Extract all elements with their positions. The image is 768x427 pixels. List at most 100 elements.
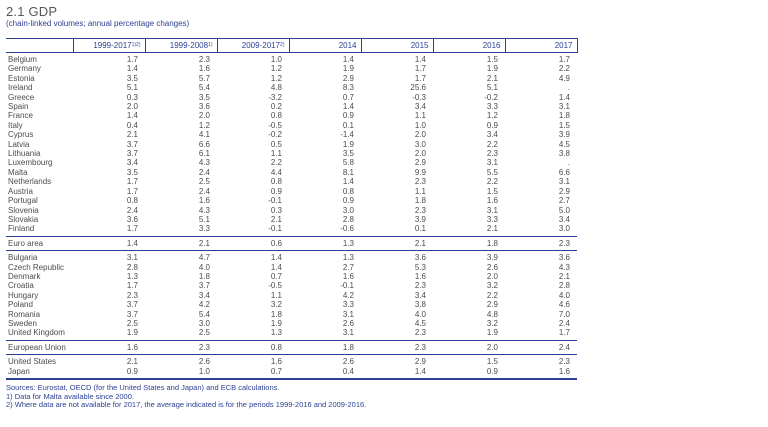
cell: 1.9 [270,318,282,328]
cell: -0.1 [268,196,282,206]
cell: 3.4 [486,130,498,140]
table-header: 1999-20171)2) 1999-20081) 2009-20172) 2014 2… [6,38,578,53]
row-group-euro-area-aggregate: Euro area 1.4 2.1 0.6 1.3 2.1 1.8 2.3 [6,236,577,250]
cell: 2.1 [558,271,570,281]
cell: 9.9 [414,167,426,177]
cell: 3.4 [558,214,570,224]
column-header-label: 2016 [482,41,501,50]
table-row: Portugal 0.8 1.6 -0.1 0.9 1.8 1.6 2.7 [6,196,577,205]
cell: 0.9 [342,111,354,121]
cell: 0.9 [126,366,138,376]
cell: 0.4 [342,366,354,376]
cell: 3.2 [270,300,282,310]
cell: 2.7 [342,262,354,272]
cell: 3.6 [414,253,426,263]
cell: 4.0 [198,262,210,272]
header-row: 1999-20171)2) 1999-20081) 2009-20172) 2014 2… [6,38,578,53]
cell: 0.4 [126,120,138,130]
column-header-label: 2015 [410,41,429,50]
column-header: 2014 [288,38,361,53]
cell: 3.9 [558,130,570,140]
cell: 3.1 [486,205,498,215]
row-label: Romania [8,309,41,319]
cell: 4.9 [558,73,570,83]
cell: 4.8 [486,309,498,319]
table-row: Slovakia 3.6 5.1 2.1 2.8 3.9 3.3 3.4 [6,215,577,224]
cell: 1.5 [486,357,498,367]
table-row: Cyprus 2.1 4.1 -0.2 -1.4 2.0 3.4 3.9 [6,130,577,139]
cell: 2.8 [558,281,570,291]
cell: 2.3 [414,342,426,352]
cell: 1.8 [198,271,210,281]
footnote-1: 1) Data for Malta available since 2000. [6,391,134,401]
table-row: European Union 1.6 2.3 0.8 1.8 2.3 2.0 2.4 [6,340,577,354]
column-header-label: 1999-2008 [169,41,209,50]
table-row: Hungary 2.3 3.4 1.1 4.2 3.4 2.2 4.0 [6,291,577,300]
cell: 2.0 [414,149,426,159]
cell: 1.6 [486,196,498,206]
cell: 1.4 [342,102,354,112]
cell: 1.9 [342,64,354,74]
row-label: Luxembourg [8,158,53,168]
row-label: United States [8,357,57,367]
cell: 2.1 [414,238,426,248]
cell: 1.9 [486,328,498,338]
cell: -0.3 [412,92,426,102]
cell: 5.1 [198,214,210,224]
cell: 1.2 [270,64,282,74]
cell: 2.4 [558,342,570,352]
cell: 3.0 [198,318,210,328]
cell: . [567,83,570,93]
cell: 2.9 [414,158,426,168]
cell: 3.8 [414,300,426,310]
cell: 3.3 [342,300,354,310]
row-label: Denmark [8,271,41,281]
table-row: Romania 3.7 5.4 1.8 3.1 4.0 4.8 7.0 [6,310,577,319]
cell: 3.8 [558,149,570,159]
cell: 1.7 [558,328,570,338]
cell: 0.8 [126,196,138,206]
footnote-marker: 1)2) [131,42,141,48]
row-label: Lithuania [8,149,41,159]
cell: 1.0 [198,366,210,376]
cell: 1.6 [270,357,282,367]
cell: 3.5 [198,92,210,102]
table-row: France 1.4 2.0 0.8 0.9 1.1 1.2 1.8 [6,111,577,120]
cell: 3.0 [342,205,354,215]
cell: 4.5 [558,139,570,149]
cell: 2.1 [486,73,498,83]
table-row: Japan 0.9 1.0 0.7 0.4 1.4 0.9 1.6 [6,367,577,379]
cell: 5.4 [198,309,210,319]
cell: 3.5 [126,167,138,177]
cell: 1.7 [126,281,138,291]
cell: 1.4 [414,55,426,64]
cell: 1.3 [342,253,354,263]
cell: -0.5 [268,281,282,291]
cell: 8.1 [342,167,354,177]
column-header: 2017 [504,38,578,53]
row-label: Bulgaria [8,253,38,263]
cell: 0.3 [270,205,282,215]
column-header: 2016 [432,38,505,53]
cell: 2.0 [486,271,498,281]
cell: 6.1 [198,149,210,159]
cell: 0.9 [270,186,282,196]
cell: 3.1 [558,177,570,187]
row-label: Netherlands [8,177,52,187]
cell: 1.4 [558,92,570,102]
cell: 1.7 [126,186,138,196]
cell: -0.1 [340,281,354,291]
cell: 3.7 [198,281,210,291]
cell: 1.7 [126,55,138,64]
cell: 5.7 [198,73,210,83]
table-row: Estonia 3.5 5.7 1.2 2.9 1.7 2.1 4.9 [6,74,577,83]
cell: 2.7 [558,196,570,206]
cell: 5.0 [558,205,570,215]
cell: 1.8 [414,196,426,206]
row-label: Japan [8,366,30,376]
cell: 2.4 [126,205,138,215]
cell: 2.6 [342,357,354,367]
cell: 4.2 [198,300,210,310]
cell: 0.9 [486,366,498,376]
